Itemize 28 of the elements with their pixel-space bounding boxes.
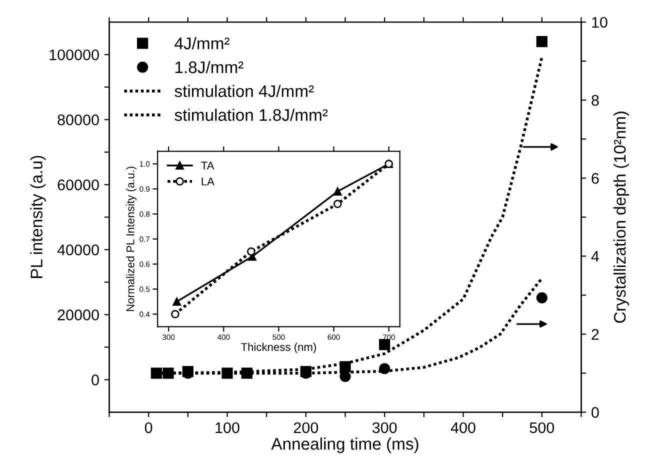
- legend-label: stimulation 4J/mm²: [174, 84, 314, 98]
- legend-label: TA: [201, 162, 214, 170]
- y-axis-title: Normalized PL Intensity (a.u.): [126, 166, 137, 312]
- x-axis-title: Thickness (nm): [240, 342, 316, 354]
- y2-tick-label: 10: [592, 16, 608, 28]
- y-tick-label: 80000: [58, 114, 99, 126]
- legend-label: 4J/mm²: [174, 37, 230, 50]
- y2-tick-label: 2: [592, 329, 599, 340]
- y2-axis-title: Crystallization depth (10²nm): [614, 112, 630, 323]
- y-tick-label: 100000: [50, 49, 99, 60]
- x-tick-label: 400: [450, 422, 476, 434]
- x-axis-title: Annealing time (ms): [271, 438, 418, 454]
- legend-label: 1.8J/mm²: [176, 60, 244, 74]
- y2-tick-label: 0: [592, 407, 599, 418]
- x-tick-label: 100: [216, 422, 240, 434]
- y2-tick-label: 6: [592, 173, 599, 184]
- x-tick-label: 200: [294, 422, 318, 434]
- y-tick-label: 40000: [57, 244, 99, 256]
- x-tick-label: 300: [372, 422, 397, 434]
- y-tick-label: 0: [92, 374, 99, 386]
- y-tick-label: 60000: [58, 180, 99, 190]
- legend-label: stimulation 1.8J/mm²: [174, 108, 328, 121]
- x-tick-label: 500: [530, 422, 554, 434]
- y2-tick-label: 8: [592, 94, 599, 106]
- y2-tick-label: 4: [591, 251, 600, 262]
- y-axis-title: PL intensity (a.u): [30, 156, 46, 278]
- legend-label: LA: [202, 178, 214, 186]
- y-tick-label: 20000: [58, 310, 99, 320]
